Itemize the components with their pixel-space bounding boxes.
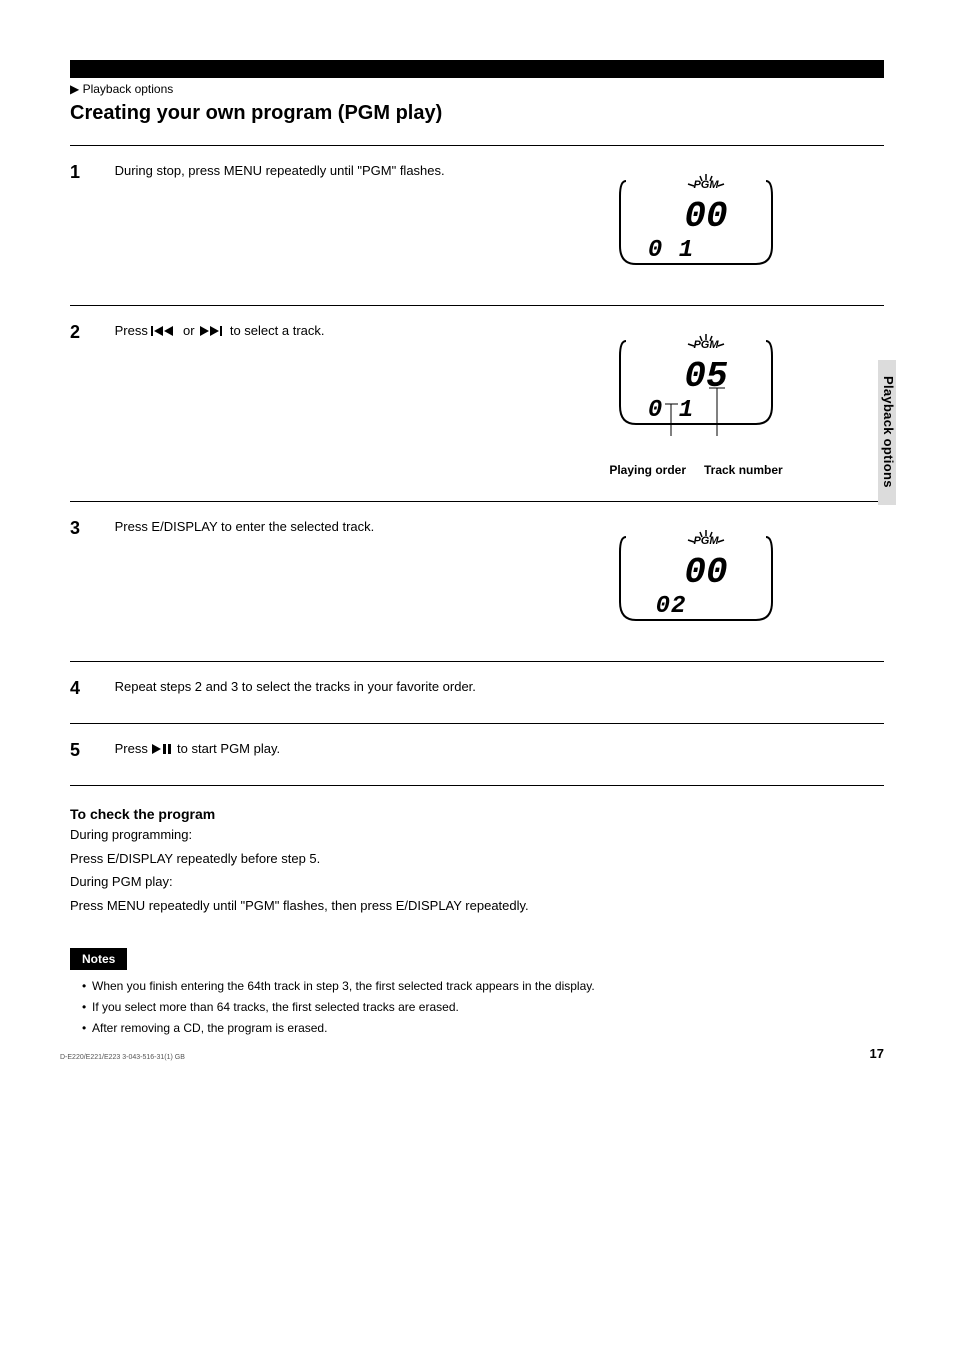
step-display: PGM 00 0 1 <box>516 146 884 306</box>
top-bar <box>70 60 884 78</box>
page-title: Creating your own program (PGM play) <box>70 102 884 125</box>
notes-list: When you finish entering the 64th track … <box>70 978 884 1036</box>
steps-table: 1 During stop, press MENU repeatedly unt… <box>70 145 884 786</box>
next-track-icon <box>198 323 226 338</box>
track-big: 00 <box>684 196 727 237</box>
caption-left: Playing order <box>609 463 686 477</box>
play-pause-icon <box>151 741 173 756</box>
text-part: or <box>179 323 198 338</box>
step-row: 3 Press E/DISPLAY to enter the selected … <box>70 502 884 662</box>
step-row: 1 During stop, press MENU repeatedly unt… <box>70 146 884 306</box>
check-p2: Press E/DISPLAY repeatedly before step 5… <box>70 850 884 868</box>
step-number: 2 <box>70 306 115 502</box>
step-text: Press or to select a track. <box>115 306 516 502</box>
note-item: If you select more than 64 tracks, the f… <box>82 999 884 1016</box>
step-text: During stop, press MENU repeatedly until… <box>115 146 516 306</box>
note-item: When you finish entering the 64th track … <box>82 978 884 995</box>
step-text: Repeat steps 2 and 3 to select the track… <box>115 662 884 724</box>
order-small: 0 1 <box>648 237 694 264</box>
pgm-indicator: PGM <box>693 339 719 351</box>
step-text: Press to start PGM play. <box>115 724 884 786</box>
track-big: 00 <box>684 552 727 593</box>
section-name: ▶ Playback options <box>70 82 884 96</box>
prev-track-icon <box>151 323 179 338</box>
notes-label: Notes <box>70 948 127 970</box>
step-number: 5 <box>70 724 115 786</box>
end-rule <box>70 786 884 787</box>
step-number: 1 <box>70 146 115 306</box>
pgm-indicator: PGM <box>693 179 719 191</box>
side-label: Playback options <box>881 376 896 488</box>
order-small: 02 <box>656 593 687 620</box>
step-display: PGM 00 02 <box>516 502 884 662</box>
track-big: 05 <box>684 356 728 397</box>
spine-text: D-E220/E221/E223 3-043-516-31(1) GB <box>60 1054 185 1061</box>
pgm-indicator: PGM <box>693 535 719 547</box>
page-number: 17 <box>870 1046 884 1061</box>
step-row: 4 Repeat steps 2 and 3 to select the tra… <box>70 662 884 724</box>
step-number: 4 <box>70 662 115 724</box>
caption-right: Track number <box>704 463 783 477</box>
text-part: Press <box>115 323 152 338</box>
check-p4: Press MENU repeatedly until "PGM" flashe… <box>70 897 884 915</box>
note-item: After removing a CD, the program is eras… <box>82 1020 884 1037</box>
check-p1: During programming: <box>70 826 884 844</box>
step-number: 3 <box>70 502 115 662</box>
check-heading: To check the program <box>70 806 884 822</box>
text-part: to select a track. <box>226 323 324 338</box>
step-row: 2 Press or to select a track. <box>70 306 884 502</box>
text-part: Press <box>115 741 152 756</box>
check-p3: During PGM play: <box>70 873 884 891</box>
step-row: 5 Press to start PGM play. <box>70 724 884 786</box>
text-part: to start PGM play. <box>173 741 280 756</box>
step-display: PGM 05 0 1 Playing order Track number <box>516 306 884 502</box>
step-text: Press E/DISPLAY to enter the selected tr… <box>115 502 516 662</box>
